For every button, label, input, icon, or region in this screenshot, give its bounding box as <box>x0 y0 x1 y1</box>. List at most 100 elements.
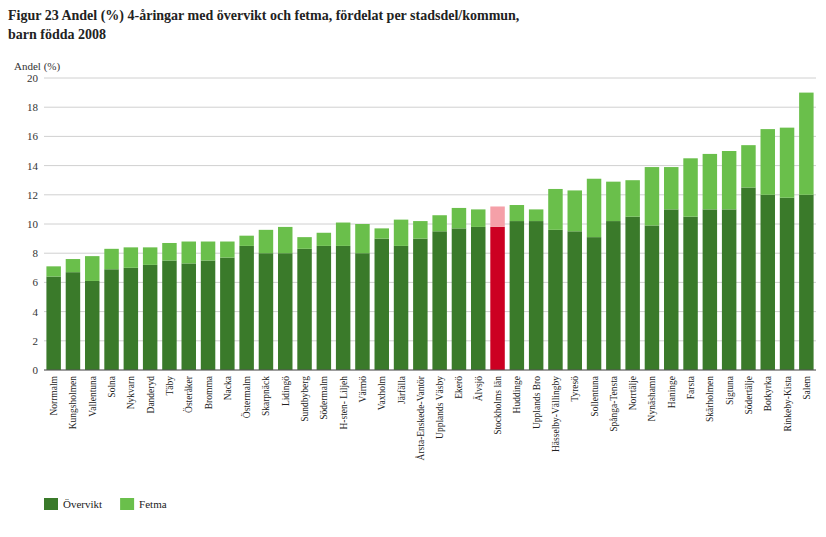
x-tick-label: Spånga-Tensta <box>609 375 619 432</box>
grid-line <box>44 107 816 108</box>
grid-line <box>44 311 816 312</box>
x-tick-label: Hässelby-Vällingby <box>551 376 561 452</box>
x-tick-label: Upplands Väsby <box>435 376 445 439</box>
bar-segment <box>799 93 813 195</box>
bar-segment <box>162 261 176 371</box>
x-tick-label: H-sten- Liljeh <box>339 376 349 430</box>
bar-segment <box>761 129 775 195</box>
bar-segment <box>355 253 369 370</box>
bar-segment <box>529 209 543 221</box>
x-tick-label: Österåker <box>183 375 194 413</box>
bar-segment <box>413 239 427 370</box>
x-tick-label: Tyresö <box>570 376 580 402</box>
bar-segment <box>452 228 466 370</box>
bar-segment <box>683 158 697 216</box>
bars <box>46 93 813 370</box>
x-tick-label: Norrtälje <box>628 376 638 410</box>
bar-segment <box>722 209 736 370</box>
grid-line <box>44 253 816 254</box>
x-tick-label: Värmö <box>358 376 368 403</box>
x-tick-label: Södertälje <box>744 376 754 415</box>
x-tick-label: Huddinge <box>512 376 522 413</box>
bar-segment <box>85 281 99 370</box>
bar-segment <box>162 243 176 261</box>
x-tick-label: Vaxholm <box>377 375 387 410</box>
title-line: barn födda 2008 <box>8 27 106 42</box>
grid-line <box>44 282 816 283</box>
grid-line <box>44 370 816 371</box>
x-tick-label: Lidingö <box>281 376 291 406</box>
y-tick-label: 10 <box>27 218 39 230</box>
bar-segment <box>394 220 408 246</box>
x-tick-label: Älvsjö <box>473 376 484 402</box>
legend: ÖverviktFetma <box>44 498 167 510</box>
bar-segment <box>780 128 794 198</box>
bar-segment <box>317 246 331 370</box>
bar-segment <box>471 227 485 370</box>
x-tick-label: Årsta-Enskede-Vantör <box>415 375 426 460</box>
bar-segment <box>587 237 601 370</box>
bar-segment <box>548 230 562 370</box>
y-tick-label: 18 <box>27 101 39 113</box>
grid-line <box>44 194 816 195</box>
bar-segment <box>568 190 582 231</box>
bar-segment <box>664 209 678 370</box>
bar-segment <box>490 206 504 226</box>
x-tick-label: Sollentuna <box>590 375 600 416</box>
legend-label: Fetma <box>139 498 167 510</box>
bar-segment <box>336 223 350 246</box>
bar-segment <box>490 227 504 370</box>
x-tick-label: Nynäshamn <box>647 376 657 422</box>
bar-segment <box>124 268 138 370</box>
bar-segment <box>336 246 350 370</box>
bar-segment <box>239 236 253 246</box>
bar-segment <box>432 231 446 370</box>
y-tick-label: 0 <box>33 364 39 376</box>
title: Figur 23 Andel (%) 4-åringar med övervik… <box>8 8 519 42</box>
bar-segment <box>568 231 582 370</box>
bar-segment <box>201 242 215 261</box>
x-tick-label: Rinkeby-Kista <box>783 375 793 431</box>
x-tick-label: Ekerö <box>454 376 464 399</box>
bar-segment <box>664 167 678 209</box>
bar-segment <box>239 246 253 370</box>
x-tick-label: Nacka <box>223 375 233 400</box>
y-tick-label: 20 <box>27 72 39 84</box>
y-tick-label: 2 <box>33 335 39 347</box>
grid-line <box>44 224 816 225</box>
x-tick-label: Haninge <box>667 376 677 408</box>
grid-line <box>44 165 816 166</box>
y-axis-label: Andel (%) <box>14 60 60 73</box>
grid-line <box>44 136 816 137</box>
bar-segment <box>278 227 292 253</box>
x-tick-label: Östermalm <box>241 375 252 418</box>
x-tick-label: Kungsholmen <box>68 376 78 430</box>
bar-segment <box>278 253 292 370</box>
bar-segment <box>703 154 717 209</box>
title-line: Figur 23 Andel (%) 4-åringar med övervik… <box>8 8 519 24</box>
bar-segment <box>625 180 639 217</box>
y-tick-label: 14 <box>27 160 39 172</box>
bar-segment <box>259 230 273 253</box>
bar-segment <box>761 195 775 370</box>
x-tick-label: Täby <box>165 376 175 396</box>
bar-segment <box>104 269 118 370</box>
bar-segment <box>182 263 196 370</box>
bar-segment <box>587 179 601 237</box>
bar-segment <box>529 221 543 370</box>
x-tick-label: Skarpnäck <box>261 376 271 416</box>
bar-segment <box>124 247 138 267</box>
bar-segment <box>625 217 639 370</box>
bar-segment <box>606 182 620 221</box>
y-tick-label: 12 <box>27 189 38 201</box>
bar-segment <box>220 258 234 370</box>
bar-segment <box>741 145 755 187</box>
x-tick-label: Skärholmen <box>705 376 715 422</box>
x-tick-label: Södermalm <box>319 375 329 419</box>
bar-segment <box>413 221 427 239</box>
bar-segment <box>104 249 118 269</box>
bar-segment <box>645 225 659 370</box>
y-tick-label: 16 <box>27 130 39 142</box>
legend-swatch <box>120 498 134 510</box>
bar-segment <box>66 272 80 370</box>
